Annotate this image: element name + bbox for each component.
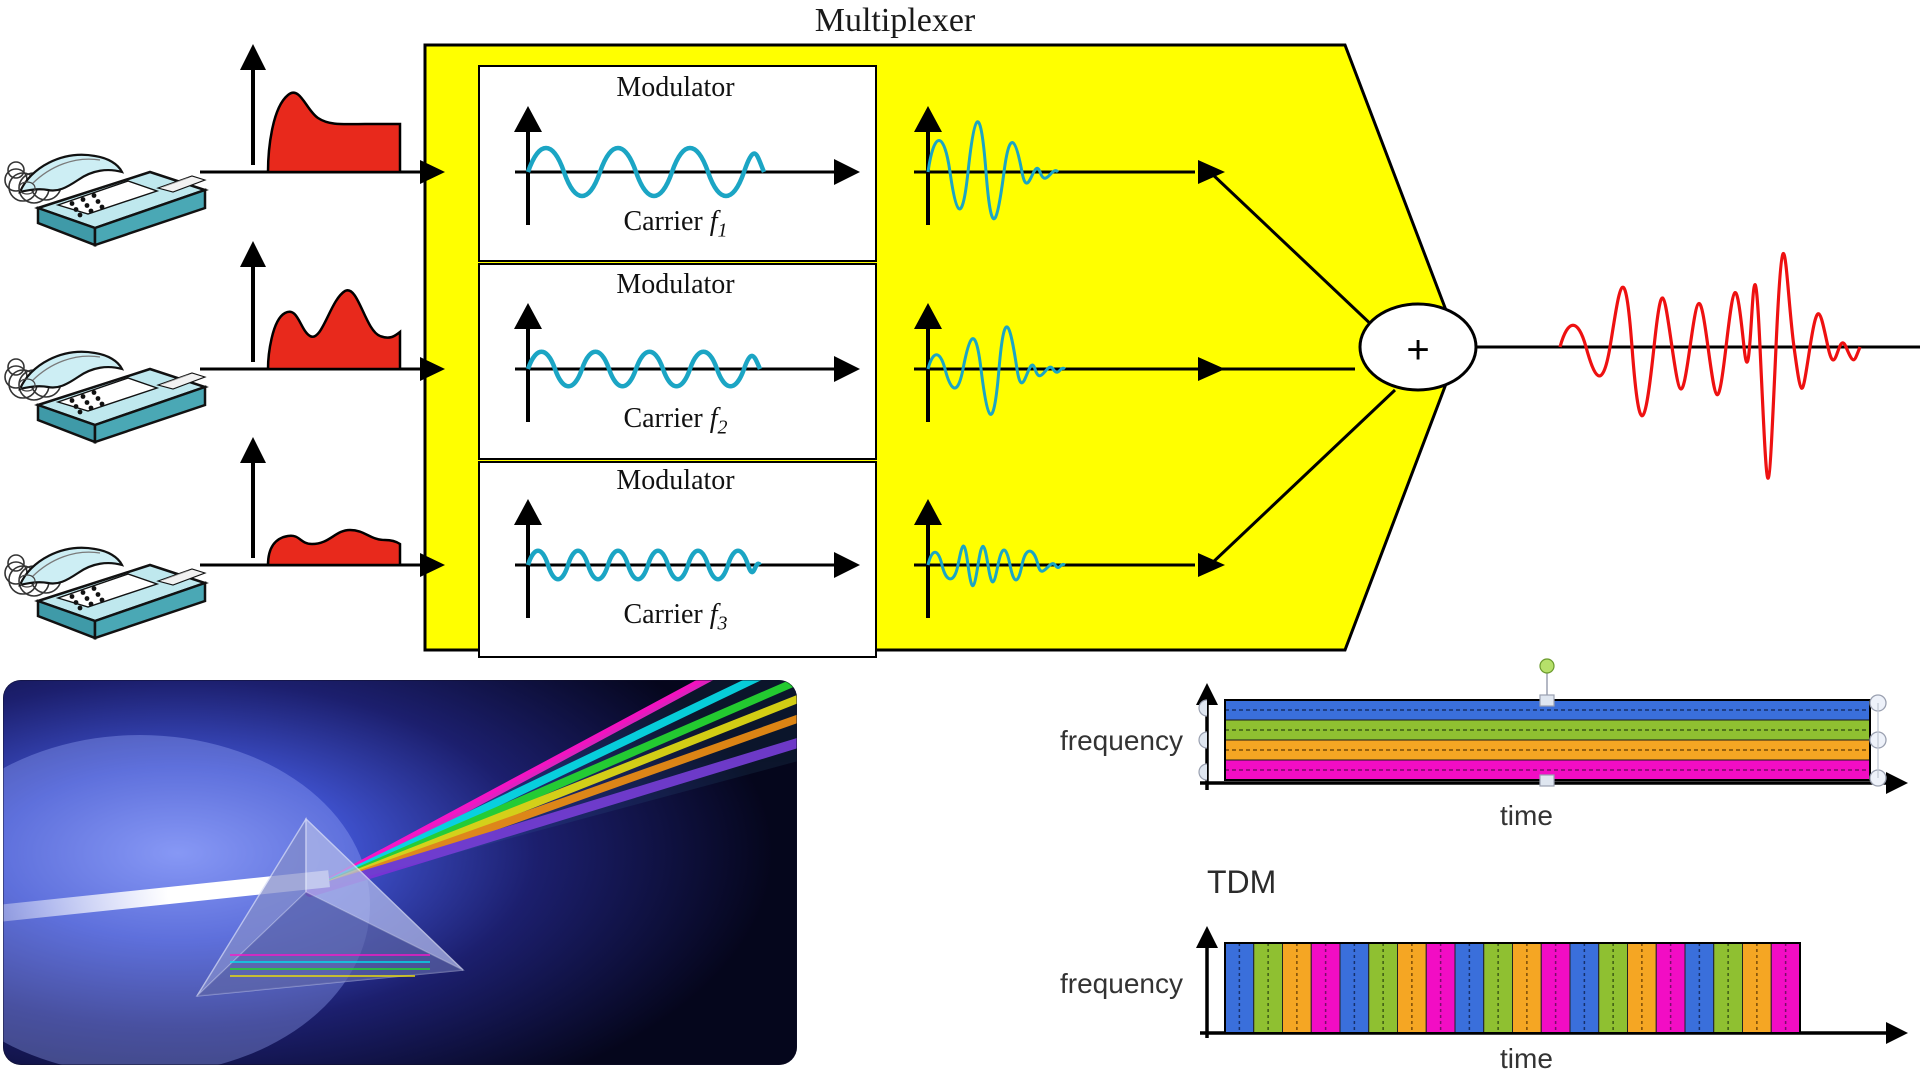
svg-text:frequency: frequency	[1060, 968, 1183, 999]
svg-text:TDM: TDM	[1207, 864, 1276, 900]
svg-text:time: time	[1500, 1043, 1553, 1074]
